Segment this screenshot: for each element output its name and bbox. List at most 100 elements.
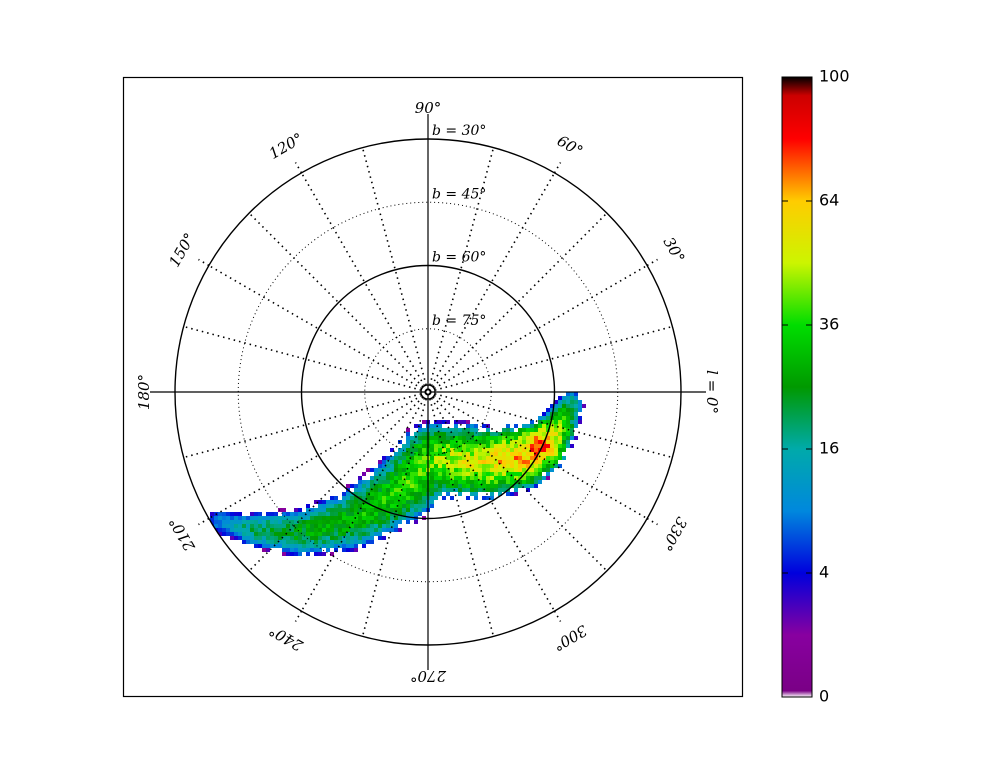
density-cell xyxy=(318,540,322,544)
density-cell xyxy=(446,480,450,484)
density-cell xyxy=(502,484,506,488)
density-cell xyxy=(558,408,562,412)
density-cell xyxy=(366,468,370,472)
density-cell xyxy=(294,536,298,540)
density-cell xyxy=(474,456,478,460)
density-cell xyxy=(250,520,254,524)
density-cell xyxy=(386,512,390,516)
density-cell xyxy=(510,476,514,480)
density-cell xyxy=(438,448,442,452)
density-cell xyxy=(470,472,474,476)
density-cell xyxy=(346,516,350,520)
density-cell xyxy=(410,448,414,452)
density-cell xyxy=(446,444,450,448)
density-cell xyxy=(438,420,442,424)
density-cell xyxy=(398,456,402,460)
density-cell xyxy=(558,396,562,400)
density-cell xyxy=(498,468,502,472)
density-cell xyxy=(554,460,558,464)
density-cell xyxy=(474,472,478,476)
density-cell xyxy=(506,456,510,460)
density-cell xyxy=(438,472,442,476)
density-cell xyxy=(334,524,338,528)
density-cell xyxy=(366,504,370,508)
density-cell xyxy=(338,536,342,540)
density-cell xyxy=(410,456,414,460)
density-cell xyxy=(242,516,246,520)
density-cell xyxy=(354,520,358,524)
density-cell xyxy=(314,528,318,532)
density-cell xyxy=(510,432,514,436)
density-cell xyxy=(554,452,558,456)
density-cell xyxy=(542,432,546,436)
density-cell xyxy=(446,476,450,480)
density-cell xyxy=(342,536,346,540)
density-cell xyxy=(518,484,522,488)
density-cell xyxy=(334,532,338,536)
density-cell xyxy=(354,508,358,512)
density-cell xyxy=(530,480,534,484)
density-stream xyxy=(206,392,586,556)
density-cell xyxy=(354,544,358,548)
density-cell xyxy=(466,432,470,436)
density-cell xyxy=(510,468,514,472)
density-cell xyxy=(418,448,422,452)
density-cell xyxy=(266,532,270,536)
density-cell xyxy=(570,432,574,436)
density-cell xyxy=(430,456,434,460)
density-cell xyxy=(518,440,522,444)
density-cell xyxy=(422,500,426,504)
density-cell xyxy=(514,448,518,452)
density-cell xyxy=(462,440,466,444)
density-cell xyxy=(490,460,494,464)
density-cell xyxy=(562,428,566,432)
density-cell xyxy=(374,472,378,476)
density-cell xyxy=(450,452,454,456)
density-cell xyxy=(374,476,378,480)
density-cell xyxy=(526,456,530,460)
density-cell xyxy=(318,532,322,536)
density-cell xyxy=(494,476,498,480)
density-cell xyxy=(498,488,502,492)
density-cell xyxy=(302,516,306,520)
density-cell xyxy=(390,504,394,508)
density-cell xyxy=(410,500,414,504)
colorbar-tick-label: 64 xyxy=(819,191,839,210)
density-cell xyxy=(382,500,386,504)
density-cell xyxy=(366,496,370,500)
density-cell xyxy=(546,476,550,480)
density-cell xyxy=(442,464,446,468)
density-cell xyxy=(438,444,442,448)
density-cell xyxy=(470,436,474,440)
density-cell xyxy=(266,512,270,516)
density-cell xyxy=(410,468,414,472)
density-cell xyxy=(278,516,282,520)
density-cell xyxy=(306,520,310,524)
density-cell xyxy=(322,532,326,536)
density-cell xyxy=(386,472,390,476)
density-cell xyxy=(538,468,542,472)
density-cell xyxy=(534,460,538,464)
density-cell xyxy=(406,488,410,492)
density-cell xyxy=(498,464,502,468)
density-cell xyxy=(466,464,470,468)
density-cell xyxy=(414,492,418,496)
density-cell xyxy=(462,456,466,460)
density-cell xyxy=(486,468,490,472)
density-cell xyxy=(322,512,326,516)
density-cell xyxy=(530,472,534,476)
colorbar-tick-label: 0 xyxy=(819,687,829,706)
density-cell xyxy=(514,472,518,476)
density-cell xyxy=(226,532,230,536)
density-cell xyxy=(494,480,498,484)
density-cell xyxy=(562,400,566,404)
density-cell xyxy=(286,528,290,532)
density-cell xyxy=(538,480,542,484)
density-cell xyxy=(298,536,302,540)
density-cell xyxy=(458,436,462,440)
density-cell xyxy=(534,436,538,440)
density-cell xyxy=(278,532,282,536)
density-cell xyxy=(522,424,526,428)
density-cell xyxy=(538,464,542,468)
density-cell xyxy=(450,428,454,432)
